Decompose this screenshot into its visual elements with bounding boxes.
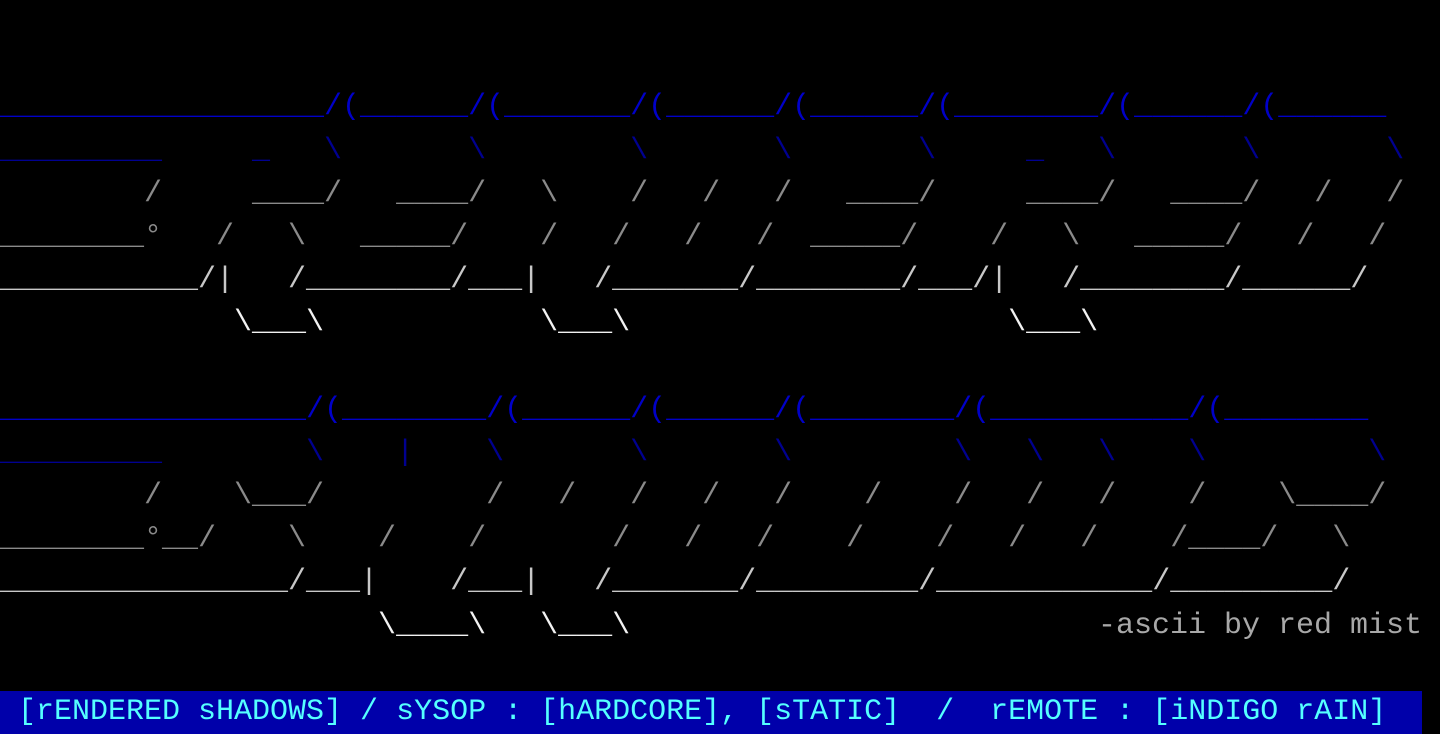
- logo-line: ___________/| /________/___| /_______/__…: [0, 263, 1369, 298]
- logo-line: __________________/(______/(_______/(___…: [0, 90, 1387, 125]
- logo-line: _________ \ | \ \ \ \ \ \ \ \: [0, 435, 1387, 470]
- logo-line: _________________/(________/(______/(___…: [0, 392, 1369, 427]
- logo-line: / ____/ ____/ \ / / / ____/ ____/ ____/ …: [0, 176, 1405, 211]
- ascii-credit: -ascii by red mist: [1098, 608, 1423, 643]
- logo-line: _________ _ \ \ \ \ \ _ \ \ \: [0, 133, 1405, 168]
- status-bar: [rENDERED sHADOWS] / sYSOP : [hARDCORE],…: [0, 690, 1422, 734]
- logo-line: \___\ \___\ \___\: [0, 306, 1099, 341]
- logo-line: ________° / \ _____/ / / / / _____/ / \ …: [0, 219, 1387, 254]
- logo-line: \____\ \___\: [0, 608, 631, 643]
- logo-line: ________°__/ \ / / / / / / / / / /____/ …: [0, 522, 1351, 557]
- logo-line: / \___/ / / / / / / / / / / \____/: [0, 479, 1387, 513]
- logo-line: ________________/___| /___| /_______/___…: [0, 565, 1351, 600]
